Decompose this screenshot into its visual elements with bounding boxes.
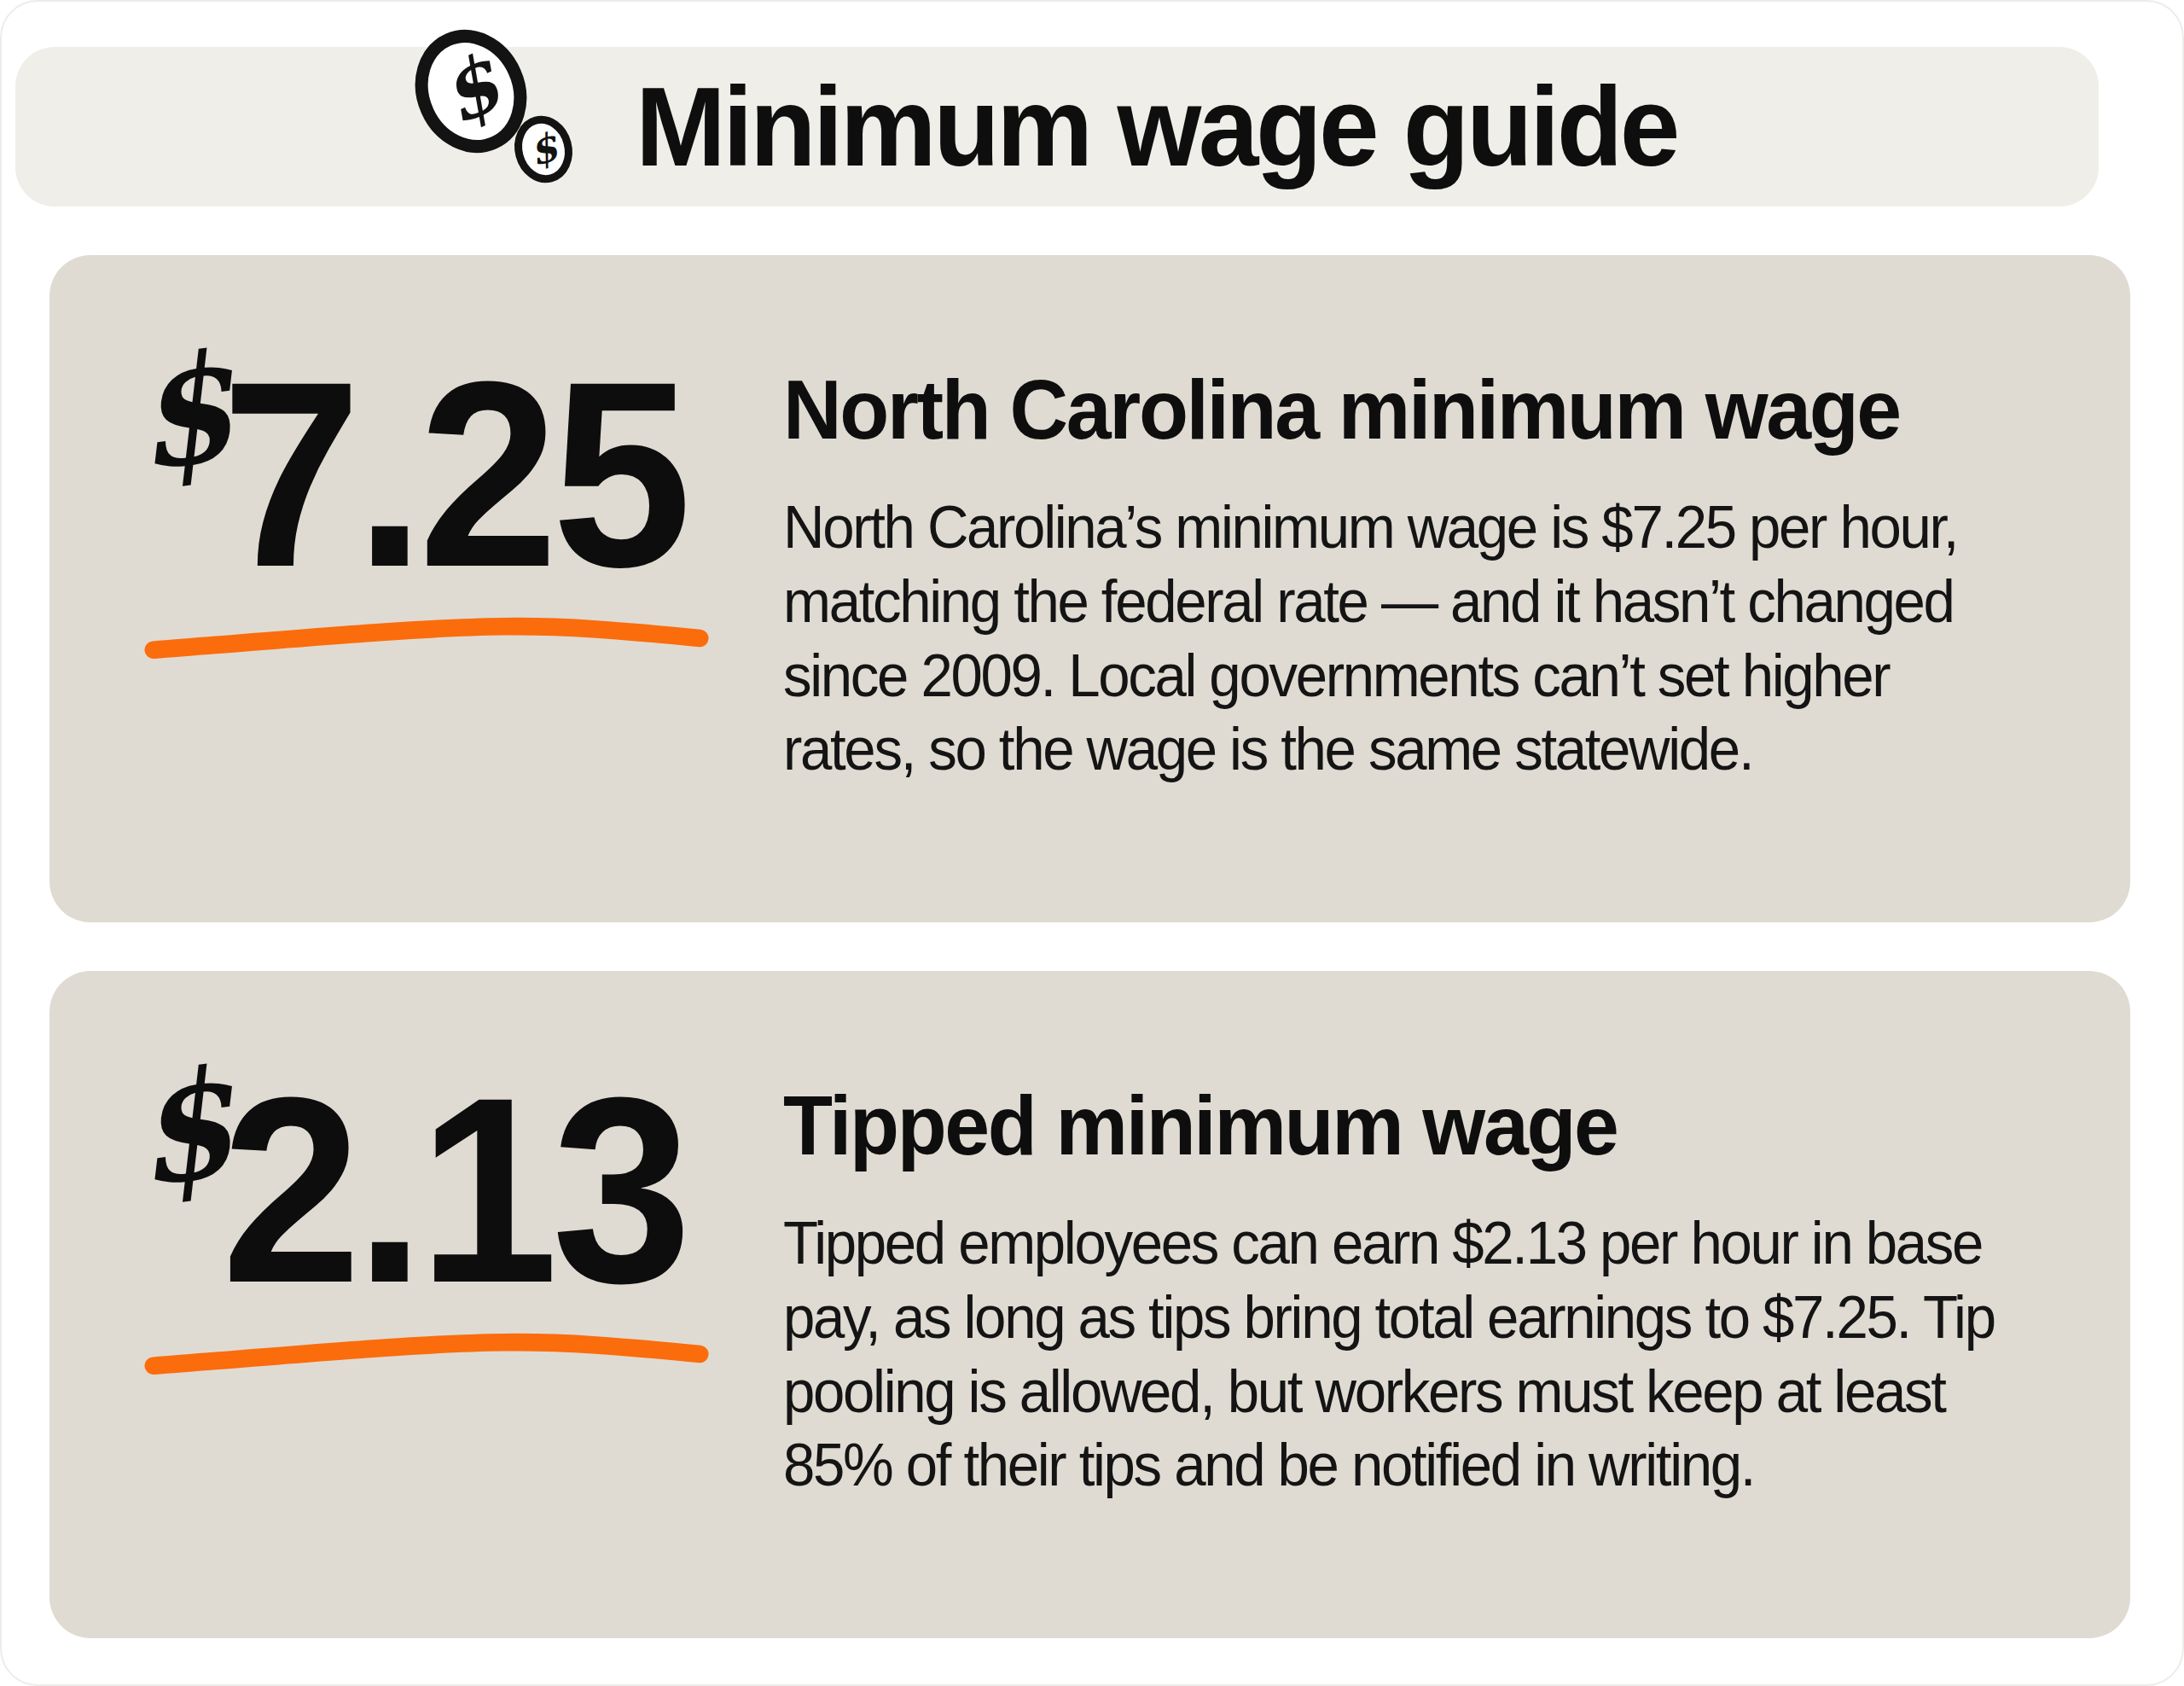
amount-value: $2.13 <box>135 1065 685 1317</box>
page-title: Minimum wage guide <box>636 62 1677 191</box>
currency-symbol: $ <box>126 334 235 492</box>
currency-symbol: $ <box>126 1049 235 1208</box>
wage-card-state: $7.25 North Carolina minimum wage North … <box>49 255 2130 922</box>
amount-column: $2.13 <box>135 1053 723 1376</box>
amount-number: 7.25 <box>222 349 686 601</box>
header-bar: $ $ Minimum wage guide <box>15 47 2099 206</box>
amount-value: $7.25 <box>135 349 685 601</box>
card-heading: North Carolina minimum wage <box>783 361 2024 458</box>
text-column: North Carolina minimum wage North Caroli… <box>783 337 2076 787</box>
card-heading: Tipped minimum wage <box>783 1077 2024 1174</box>
text-column: Tipped minimum wage Tipped employees can… <box>783 1053 2076 1503</box>
card-body: North Carolina’s minimum wage is $7.25 p… <box>783 491 2024 787</box>
orange-underline-icon <box>142 1332 712 1376</box>
dollar-coin-small-icon: $ <box>512 114 575 185</box>
page: $ $ Minimum wage guide $7.25 North Carol… <box>0 0 2184 1686</box>
money-coins-icon: $ $ <box>404 21 579 188</box>
orange-underline-icon <box>142 616 712 660</box>
amount-number: 2.13 <box>222 1065 686 1317</box>
card-body: Tipped employees can earn $2.13 per hour… <box>783 1206 2024 1503</box>
wage-card-tipped: $2.13 Tipped minimum wage Tipped employe… <box>49 971 2130 1638</box>
amount-column: $7.25 <box>135 337 723 660</box>
